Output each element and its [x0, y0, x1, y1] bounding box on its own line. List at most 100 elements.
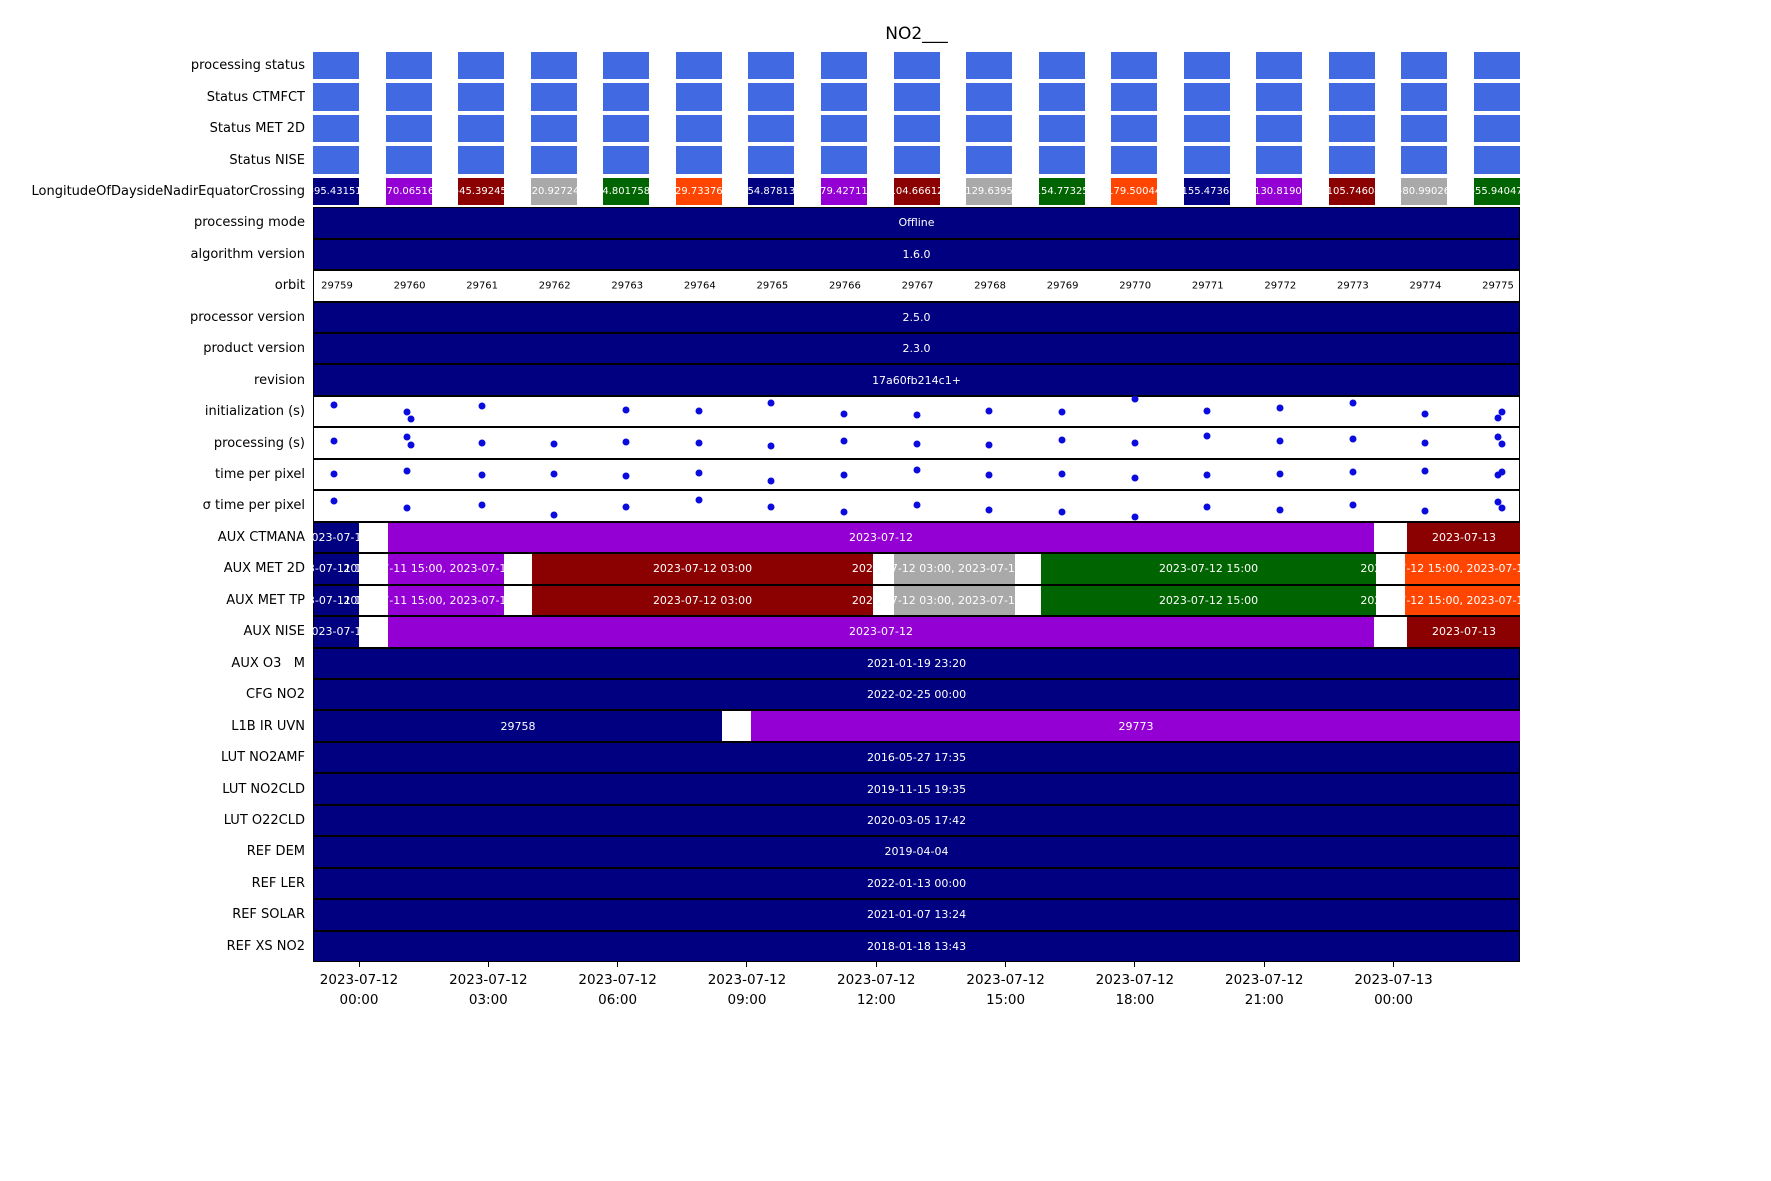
row-processing-status [313, 50, 1520, 81]
row-initialization-s [313, 395, 1520, 428]
block-longitudeofdaysidenadirequatorcrossing-29772: -130.81904 [1250, 177, 1308, 206]
block-status-met-2d-29769 [1038, 114, 1085, 143]
block-processing-status-29771 [1183, 52, 1230, 80]
data-point [1349, 501, 1357, 509]
row-label-ref-xs-no2: REF XS NO2 [226, 938, 305, 954]
data-point [1349, 435, 1357, 443]
data-point [550, 511, 558, 519]
data-point [1498, 408, 1506, 416]
bar-lut-no2amf: 2016-05-27 17:35 [314, 742, 1519, 773]
row-aux-ctmana: 2023-07-11 2023-07-12 2023-07-13 [313, 521, 1520, 554]
data-point [1276, 404, 1284, 412]
block-processing-status-29770 [1111, 52, 1158, 80]
block-processing-status-29759 [313, 52, 359, 80]
data-point [330, 401, 338, 409]
segment-aux-met-tp-gray: 2023-07-12 03:00, 2023-07-12 15:00 [852, 585, 1057, 616]
block-processing-status-29772 [1256, 52, 1303, 80]
data-point [330, 470, 338, 478]
x-tick-time: 03:00 [468, 992, 508, 1009]
row-ref-solar: 2021-01-07 13:24 [313, 899, 1520, 931]
x-tick-mark [358, 962, 360, 967]
row-lut-o22cld: 2020-03-05 17:42 [313, 804, 1520, 837]
row-product-version: 2.3.0 [313, 333, 1520, 365]
bar-value-ref-solar: 2021-01-07 13:24 [866, 908, 967, 922]
block-status-ctmfct-29762 [530, 83, 577, 111]
data-point [913, 501, 921, 509]
data-point [985, 506, 993, 514]
bar-value-algorithm-version: 1.6.0 [902, 247, 931, 261]
segment-label: 29758 [500, 719, 536, 733]
block-status-ctmfct-29767 [893, 83, 940, 111]
data-point [403, 467, 411, 475]
data-point [695, 496, 703, 503]
x-tick-date: 2023-07-12 [837, 972, 916, 988]
orbit-number: 29770 [1119, 280, 1152, 292]
bar-ref-ler: 2022-01-13 00:00 [314, 868, 1519, 899]
row-label-processing-status: processing status [190, 58, 305, 74]
bar-value-lut-no2cld: 2019-11-15 19:35 [866, 782, 967, 796]
row-lut-no2amf: 2016-05-27 17:35 [313, 741, 1520, 774]
data-point [1058, 508, 1066, 516]
block-status-ctmfct-29760 [385, 83, 432, 111]
block-processing-status-29768 [966, 52, 1013, 80]
data-point [1494, 414, 1502, 422]
data-point [1498, 504, 1506, 512]
orbit-number: 29763 [611, 280, 644, 292]
x-tick-time: 09:00 [727, 992, 767, 1009]
block-status-ctmfct-29764 [675, 83, 722, 111]
longitude-value: -105.74604 [1323, 185, 1381, 197]
data-point [1203, 503, 1211, 511]
block-processing-status-29764 [675, 52, 722, 80]
bar-processing-mode: Offline [314, 208, 1519, 238]
chart-title: NO2___ [885, 24, 948, 44]
segment-label: 2023-07-12 03:00 [652, 562, 753, 576]
data-point [1131, 439, 1139, 446]
x-tick-mark [1263, 962, 1265, 967]
data-point [695, 407, 703, 415]
segment-aux-met-tp-orangered: 2023-07-12 15:00, 2023-07-13 03:00 [1360, 585, 1520, 616]
data-point [1421, 439, 1429, 446]
block-longitudeofdaysidenadirequatorcrossing-29759: -95.43151 [313, 177, 362, 206]
segment-aux-met-tp-navy: 2023-07-11 15:00 [313, 585, 386, 616]
row-orbit: 29759 29760 29761 29762 29763 29764 29765 29766… [313, 270, 1520, 302]
segment-aux-met-2d-orangered: 2023-07-12 15:00, 2023-07-13 03:00 [1360, 554, 1520, 584]
bar-ref-xs-no2: 2018-01-18 13:43 [314, 931, 1519, 961]
x-tick-mark [1393, 962, 1395, 967]
row-lut-no2cld: 2019-11-15 19:35 [313, 773, 1520, 805]
longitude-value: 104.66612 [889, 185, 944, 197]
row-label-aux-o3-m: AUX O3 M [231, 655, 305, 671]
segment-label: 2023-07-12 15:00, 2023-07-13 03:00 [1360, 562, 1520, 576]
row-label-algorithm-version: algorithm version [190, 246, 306, 262]
segment-label: 2023-07-11 [313, 530, 369, 544]
segment-label: 2023-07-12 03:00 [652, 593, 753, 607]
x-tick-date: 2023-07-12 [707, 972, 787, 988]
orbit-number: 29767 [901, 280, 934, 292]
longitude-value: 179.50044 [1107, 185, 1162, 197]
row-cfg-no2: 2022-02-25 00:00 [313, 678, 1520, 711]
data-point [478, 471, 486, 479]
block-status-ctmfct-29774 [1401, 83, 1448, 111]
block-status-met-2d-29772 [1256, 114, 1303, 143]
longitude-value: 154.77325 [1034, 185, 1089, 197]
data-point [695, 439, 703, 447]
data-point [1421, 410, 1429, 418]
block-longitudeofdaysidenadirequatorcrossing-29771: -155.47361 [1178, 177, 1236, 206]
bar-processor-version: 2.5.0 [314, 302, 1519, 333]
data-point [1203, 432, 1211, 440]
row-algorithm-version: 1.6.0 [313, 238, 1520, 271]
orbit-number: 29765 [756, 280, 789, 292]
data-point [1349, 399, 1357, 407]
data-point [1498, 468, 1506, 476]
row-processing-s [313, 427, 1520, 459]
x-tick-time: 21:00 [1244, 992, 1284, 1009]
block-processing-status-29765 [748, 52, 795, 80]
orbit-number: 29771 [1191, 280, 1224, 292]
row-ref-xs-no2: 2018-01-18 13:43 [313, 930, 1520, 962]
block-longitudeofdaysidenadirequatorcrossing-29769: 154.77325 [1035, 177, 1089, 206]
row-label-time-per-pixel: σ time per pixel [202, 498, 305, 514]
data-point [985, 407, 993, 415]
longitude-value: 29.73376 [674, 185, 723, 197]
segment-aux-met-tp-green: 2023-07-12 15:00 [1041, 585, 1376, 616]
